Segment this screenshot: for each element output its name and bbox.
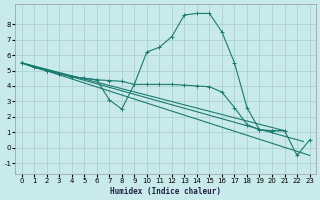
X-axis label: Humidex (Indice chaleur): Humidex (Indice chaleur) (110, 187, 221, 196)
